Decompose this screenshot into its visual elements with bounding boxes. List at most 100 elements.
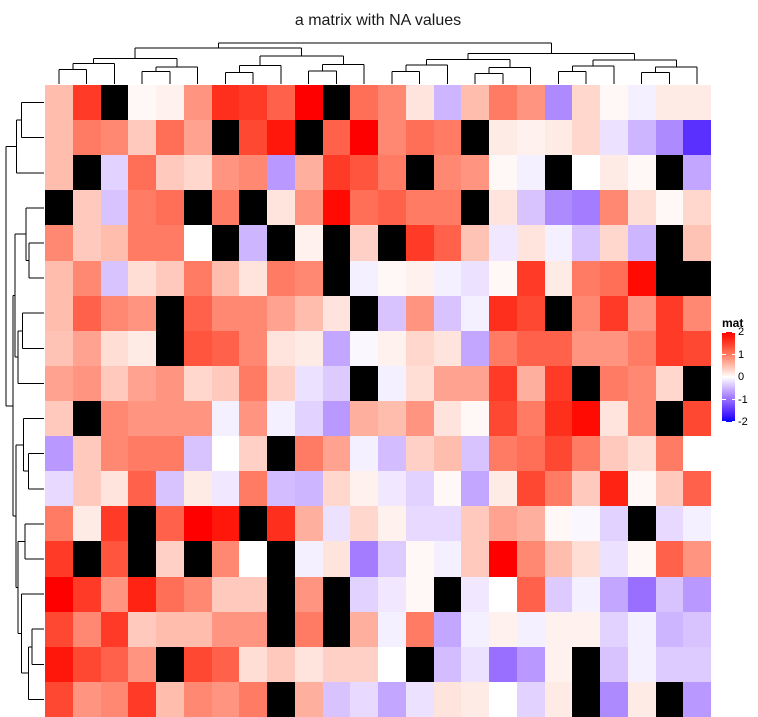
heatmap-cell	[627, 190, 656, 226]
heatmap-cell	[350, 436, 378, 472]
heatmap-cell	[294, 365, 323, 401]
heatmap-cell	[405, 681, 434, 717]
heatmap-cell	[461, 541, 489, 577]
legend-tick-label: 2	[738, 326, 745, 338]
legend-tick-mark	[722, 421, 726, 423]
heatmap-cell	[516, 436, 545, 472]
heatmap-cell	[572, 681, 600, 717]
heatmap-cell	[72, 85, 101, 121]
heatmap-cell	[544, 541, 573, 577]
heatmap-cell	[294, 541, 323, 577]
heatmap-cell	[683, 85, 711, 121]
heatmap-cell	[239, 190, 267, 226]
heatmap-cell	[516, 471, 545, 507]
heatmap-cell	[489, 365, 517, 401]
heatmap-cell	[156, 295, 184, 331]
heatmap-cell	[405, 190, 434, 226]
heatmap-cell	[211, 225, 240, 261]
heatmap-cell	[267, 400, 295, 437]
heatmap-cell	[433, 190, 462, 226]
heatmap-cell	[627, 365, 656, 401]
heatmap-cell	[45, 576, 73, 612]
heatmap-cell	[600, 436, 628, 472]
heatmap-cell	[267, 295, 295, 331]
heatmap-cell	[72, 225, 101, 261]
heatmap-cell	[45, 155, 73, 191]
heatmap-cell	[461, 646, 489, 682]
heatmap-grid	[45, 85, 711, 717]
heatmap-cell	[72, 506, 101, 542]
heatmap-cell	[239, 436, 267, 472]
heatmap-cell	[461, 120, 489, 156]
heatmap-cell	[128, 260, 156, 296]
heatmap-cell	[183, 85, 212, 121]
heatmap-cell	[183, 436, 212, 472]
heatmap-cell	[572, 120, 600, 156]
heatmap-cell	[683, 681, 711, 717]
heatmap-cell	[128, 225, 156, 261]
heatmap-cell	[683, 155, 711, 191]
heatmap-cell	[433, 681, 462, 717]
heatmap-cell	[350, 155, 378, 191]
heatmap-cell	[461, 576, 489, 612]
heatmap-cell	[600, 611, 628, 647]
heatmap-cell	[600, 190, 628, 226]
heatmap-cell	[489, 120, 517, 156]
heatmap-cell	[544, 646, 573, 682]
heatmap-cell	[544, 330, 573, 366]
heatmap-cell	[156, 120, 184, 156]
heatmap-cell	[183, 646, 212, 682]
heatmap-cell	[72, 120, 101, 156]
heatmap-cell	[516, 190, 545, 226]
heatmap-cell	[683, 541, 711, 577]
heatmap-cell	[433, 225, 462, 261]
heatmap-cell	[516, 576, 545, 612]
heatmap-cell	[378, 85, 406, 121]
heatmap-cell	[461, 260, 489, 296]
heatmap-cell	[655, 120, 684, 156]
heatmap-cell	[433, 646, 462, 682]
heatmap-cell	[156, 646, 184, 682]
heatmap-cell	[350, 506, 378, 542]
heatmap-cell	[600, 85, 628, 121]
heatmap-cell	[405, 260, 434, 296]
heatmap-cell	[211, 436, 240, 472]
heatmap-cell	[72, 190, 101, 226]
heatmap-cell	[655, 646, 684, 682]
heatmap-cell	[461, 681, 489, 717]
heatmap-cell	[544, 190, 573, 226]
heatmap-cell	[489, 330, 517, 366]
heatmap-cell	[600, 681, 628, 717]
heatmap-cell	[128, 576, 156, 612]
heatmap-cell	[239, 541, 267, 577]
heatmap-cell	[211, 295, 240, 331]
heatmap-cell	[655, 611, 684, 647]
heatmap-cell	[350, 400, 378, 437]
heatmap-cell	[489, 506, 517, 542]
heatmap-cell	[211, 506, 240, 542]
heatmap-cell	[405, 225, 434, 261]
heatmap-cell	[211, 120, 240, 156]
heatmap-cell	[100, 190, 129, 226]
heatmap-cell	[516, 120, 545, 156]
heatmap-cell	[378, 611, 406, 647]
heatmap-cell	[600, 330, 628, 366]
heatmap-cell	[572, 471, 600, 507]
heatmap-cell	[128, 471, 156, 507]
heatmap-cell	[211, 576, 240, 612]
heatmap-cell	[72, 541, 101, 577]
heatmap-cell	[655, 295, 684, 331]
heatmap-cell	[489, 611, 517, 647]
heatmap-cell	[544, 506, 573, 542]
legend-tick-mark	[731, 353, 735, 356]
heatmap-cell	[294, 120, 323, 156]
heatmap-cell	[627, 576, 656, 612]
heatmap-cell	[461, 365, 489, 401]
heatmap-cell	[350, 120, 378, 156]
heatmap-cell	[156, 225, 184, 261]
heatmap-cell	[433, 155, 462, 191]
heatmap-cell	[378, 330, 406, 366]
heatmap-cell	[433, 120, 462, 156]
heatmap-cell	[405, 646, 434, 682]
